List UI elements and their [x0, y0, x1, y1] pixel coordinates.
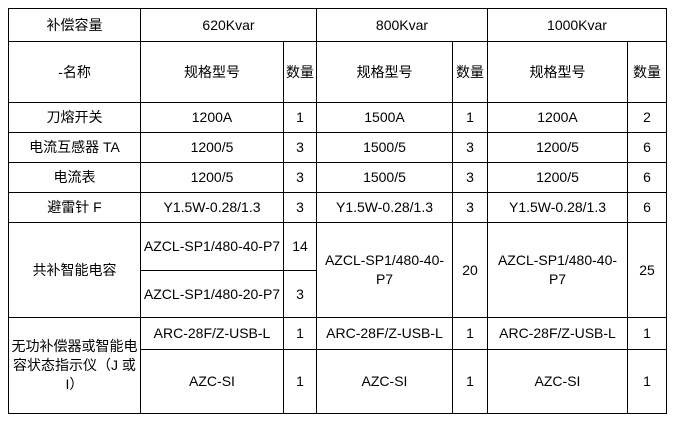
spec-header-1000: 规格型号	[487, 41, 628, 103]
cell-qty: 25	[627, 222, 667, 318]
row-name: 电流表	[8, 162, 141, 193]
cell-spec: 1500/5	[316, 162, 453, 193]
cell-qty: 20	[452, 222, 488, 318]
table-row-smart-capacitor-a: 共补智能电容 AZCL-SP1/480-40-P7 14 AZCL-SP1/48…	[8, 222, 667, 318]
cell-qty: 3	[452, 162, 488, 193]
table-row-lightning-arrester: 避雷针 F Y1.5W-0.28/1.3 3 Y1.5W-0.28/1.3 3 …	[8, 192, 667, 223]
cell-spec: AZCL-SP1/480-40-P7	[140, 222, 284, 271]
table-row-indicator-b: AZC-SI 1 AZC-SI 1 AZC-SI 1	[9, 349, 667, 414]
row-name: 避雷针 F	[8, 192, 141, 223]
cell-spec: 1200/5	[140, 132, 284, 163]
name-header-cell: -名称	[8, 41, 141, 103]
column-header-row: -名称 规格型号 数量 规格型号 数量 规格型号 数量	[8, 41, 667, 103]
cell-qty: 2	[627, 102, 667, 133]
capacity-header-row: 补偿容量 620Kvar 800Kvar 1000Kvar	[8, 8, 667, 42]
row-name: 无功补偿器或智能电容状态指示仪（J 或 I）	[8, 317, 141, 414]
cell-spec: 1200A	[487, 102, 628, 133]
cell-qty: 3	[283, 192, 317, 223]
cell-qty: 1	[627, 349, 667, 414]
cell-spec: ARC-28F/Z-USB-L	[487, 317, 628, 350]
capacity-620-cell: 620Kvar	[140, 8, 317, 42]
cell-spec: Y1.5W-0.28/1.3	[140, 192, 284, 223]
cell-qty: 3	[283, 162, 317, 193]
table-row-knife-fuse-switch: 刀熔开关 1200A 1 1500A 1 1200A 2	[8, 102, 667, 133]
cell-qty: 3	[283, 270, 317, 318]
cell-spec: ARC-28F/Z-USB-L	[316, 317, 453, 350]
row-name: 刀熔开关	[8, 102, 141, 133]
capacity-1000-cell: 1000Kvar	[487, 8, 667, 42]
cell-spec: 1500A	[316, 102, 453, 133]
cell-qty: 3	[452, 132, 488, 163]
cell-spec: 1200A	[140, 102, 284, 133]
row-name: 共补智能电容	[8, 222, 141, 318]
cell-qty: 1	[452, 317, 488, 350]
compensation-spec-table: 补偿容量 620Kvar 800Kvar 1000Kvar -名称 规格型号 数…	[8, 8, 667, 414]
cell-spec: AZC-SI	[140, 349, 284, 414]
cell-spec: AZCL-SP1/480-40-P7	[316, 222, 453, 318]
table-row-indicator-a: 无功补偿器或智能电容状态指示仪（J 或 I） ARC-28F/Z-USB-L 1…	[8, 317, 667, 414]
cell-qty: 14	[283, 222, 317, 271]
cell-spec: AZC-SI	[316, 349, 453, 414]
qty-header-1000: 数量	[627, 41, 667, 103]
capacity-label-cell: 补偿容量	[8, 8, 141, 42]
cell-qty: 6	[627, 192, 667, 223]
table-row-current-transformer: 电流互感器 TA 1200/5 3 1500/5 3 1200/5 6	[8, 132, 667, 163]
cell-spec: 1200/5	[487, 132, 628, 163]
cell-spec: 1200/5	[140, 162, 284, 193]
qty-header-800: 数量	[452, 41, 488, 103]
cell-qty: 1	[627, 317, 667, 350]
cell-qty: 1	[283, 349, 317, 414]
cell-spec: AZC-SI	[487, 349, 628, 414]
spec-header-800: 规格型号	[316, 41, 453, 103]
table-row-smart-capacitor-b: AZCL-SP1/480-20-P7 3	[9, 270, 667, 318]
cell-spec: AZCL-SP1/480-40-P7	[487, 222, 628, 318]
cell-spec: 1500/5	[316, 132, 453, 163]
cell-spec: Y1.5W-0.28/1.3	[316, 192, 453, 223]
cell-qty: 1	[452, 102, 488, 133]
cell-qty: 6	[627, 132, 667, 163]
qty-header-620: 数量	[283, 41, 317, 103]
capacity-800-cell: 800Kvar	[316, 8, 488, 42]
table-row-ammeter: 电流表 1200/5 3 1500/5 3 1200/5 6	[8, 162, 667, 193]
cell-qty: 1	[283, 317, 317, 350]
cell-qty: 3	[452, 192, 488, 223]
row-name: 电流互感器 TA	[8, 132, 141, 163]
cell-qty: 1	[283, 102, 317, 133]
cell-qty: 6	[627, 162, 667, 193]
spec-header-620: 规格型号	[140, 41, 284, 103]
cell-spec: AZCL-SP1/480-20-P7	[140, 270, 284, 318]
cell-qty: 1	[452, 349, 488, 414]
cell-spec: 1200/5	[487, 162, 628, 193]
cell-qty: 3	[283, 132, 317, 163]
cell-spec: Y1.5W-0.28/1.3	[487, 192, 628, 223]
cell-spec: ARC-28F/Z-USB-L	[140, 317, 284, 350]
